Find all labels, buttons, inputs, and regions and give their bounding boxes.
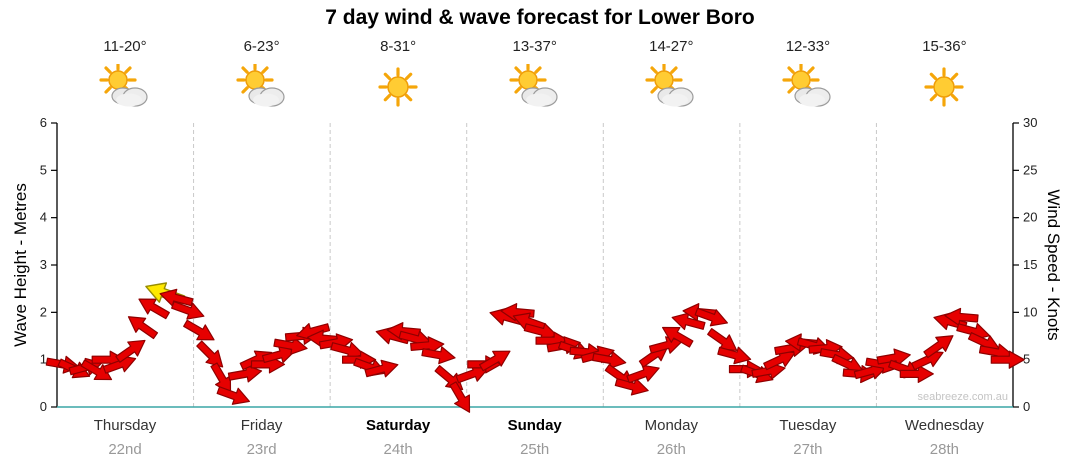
day-name: Wednesday [904, 417, 984, 434]
wind-arrow [261, 345, 296, 364]
left-tick-label: 0 [40, 399, 47, 414]
day-temp: 15-36° [922, 38, 967, 55]
day-name: Friday [240, 417, 283, 434]
wind-arrow [694, 307, 728, 327]
wind-arrow [990, 350, 1025, 369]
sun-cloud-icon [235, 61, 285, 107]
day-temp: 13-37° [512, 38, 557, 55]
wind-arrow [763, 350, 796, 371]
left-tick-label: 3 [40, 257, 47, 272]
wind-arrow [661, 326, 694, 348]
page-title: 7 day wind & wave forecast for Lower Bor… [325, 6, 755, 29]
weather-icon [467, 61, 603, 115]
day-date: 23rd [246, 441, 277, 458]
wind-arrow [449, 381, 471, 413]
wind-arrow [227, 364, 263, 383]
right-tick-label: 0 [1023, 399, 1030, 414]
wind-arrow [899, 364, 934, 383]
day-name: Thursday [93, 417, 157, 434]
wind-arrow [923, 335, 954, 359]
wind-arrow [944, 307, 979, 326]
weather-icon [740, 61, 876, 115]
wind-arrow [717, 346, 752, 365]
sun-cloud-icon [99, 61, 148, 107]
day-temp: 14-27° [649, 38, 694, 55]
weather-icon [876, 64, 1012, 115]
wind-arrow [478, 350, 511, 372]
right-tick-label: 5 [1023, 352, 1030, 367]
weather-icon [330, 64, 466, 115]
day-date: 28th [929, 441, 959, 458]
day-temp: 8-31° [380, 38, 417, 55]
weather-icon [194, 61, 330, 115]
wind-arrow [183, 319, 215, 341]
wind-arrow [216, 386, 250, 405]
wind-arrow [876, 348, 911, 367]
wind-arrow [364, 359, 399, 378]
right-tick-label: 15 [1023, 257, 1037, 272]
day-name: Saturday [365, 417, 431, 434]
day-name: Monday [644, 417, 698, 434]
weather-icon [57, 61, 193, 115]
sun-cloud-icon [782, 61, 831, 107]
weather-icon [603, 61, 739, 115]
left-tick-label: 2 [40, 304, 47, 319]
wind-arrow [455, 364, 489, 384]
wind-arrow [127, 316, 159, 340]
sun-icon [924, 67, 964, 107]
wind-arrow [138, 298, 170, 320]
sun-cloud-icon [509, 61, 558, 107]
day-date: 27th [793, 441, 823, 458]
wind-arrow [614, 377, 649, 396]
left-tick-label: 6 [40, 115, 47, 130]
sun-icon [378, 67, 418, 107]
day-name: Sunday [507, 417, 562, 434]
wind-arrow [671, 312, 706, 331]
left-tick-label: 1 [40, 352, 47, 367]
day-date: 25th [520, 441, 550, 458]
wind-arrow [115, 339, 146, 363]
day-temp: 11-20° [103, 38, 147, 55]
wind-arrow [592, 351, 627, 370]
wind-arrow [80, 359, 113, 381]
left-tick-label: 5 [40, 162, 47, 177]
day-temp: 12-33° [785, 38, 831, 55]
wind-arrow [273, 336, 308, 355]
day-date: 22nd [108, 441, 142, 458]
wind-arrow [626, 364, 660, 384]
sun-cloud-icon [645, 61, 694, 107]
wind-arrow [171, 301, 205, 320]
day-date: 24th [383, 441, 413, 458]
wind-arrow [421, 346, 456, 365]
day-date: 26th [656, 441, 686, 458]
right-tick-label: 20 [1023, 210, 1037, 225]
right-tick-label: 25 [1023, 162, 1037, 177]
left-tick-label: 4 [40, 210, 47, 225]
watermark: seabreeze.com.au [917, 391, 1009, 403]
wind-arrow [410, 336, 445, 355]
day-temp: 6-23° [243, 38, 280, 55]
wind-arrow [648, 336, 683, 354]
day-name: Tuesday [779, 417, 837, 434]
right-tick-label: 10 [1023, 304, 1037, 319]
right-tick-label: 30 [1023, 115, 1037, 130]
